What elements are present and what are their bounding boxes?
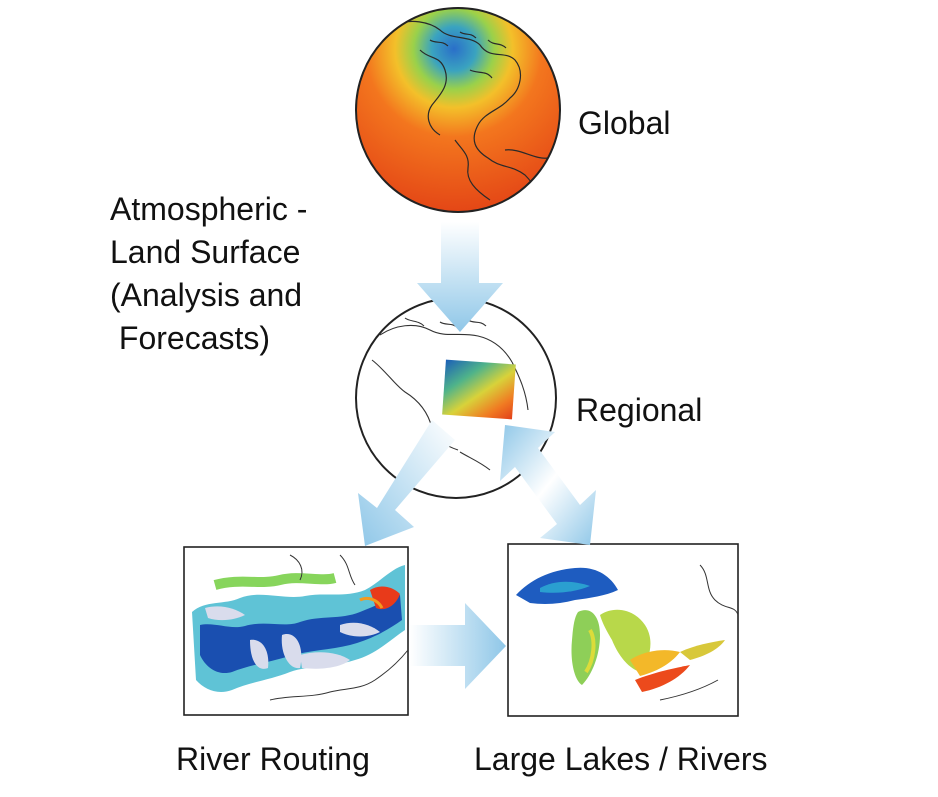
arrow-regional-large-lakes-bidirectional	[500, 425, 596, 545]
regional-domain-box	[442, 360, 516, 420]
atmospheric-label-line: Atmospheric -	[110, 188, 307, 231]
global-label: Global	[578, 102, 671, 144]
global-globe-icon	[356, 8, 560, 212]
large-lakes-label: Large Lakes / Rivers	[474, 738, 767, 780]
arrow-river-routing-to-large-lakes	[410, 603, 506, 689]
river-routing-map-icon	[184, 547, 408, 715]
large-lakes-map-icon	[508, 544, 738, 716]
atmospheric-label-line: Land Surface	[110, 231, 307, 274]
river-routing-label: River Routing	[176, 738, 370, 780]
atmospheric-label-line: (Analysis and	[110, 274, 307, 317]
atmospheric-label-line: Forecasts)	[110, 317, 307, 360]
atmospheric-label: Atmospheric - Land Surface (Analysis and…	[110, 188, 307, 360]
regional-label: Regional	[576, 389, 702, 431]
